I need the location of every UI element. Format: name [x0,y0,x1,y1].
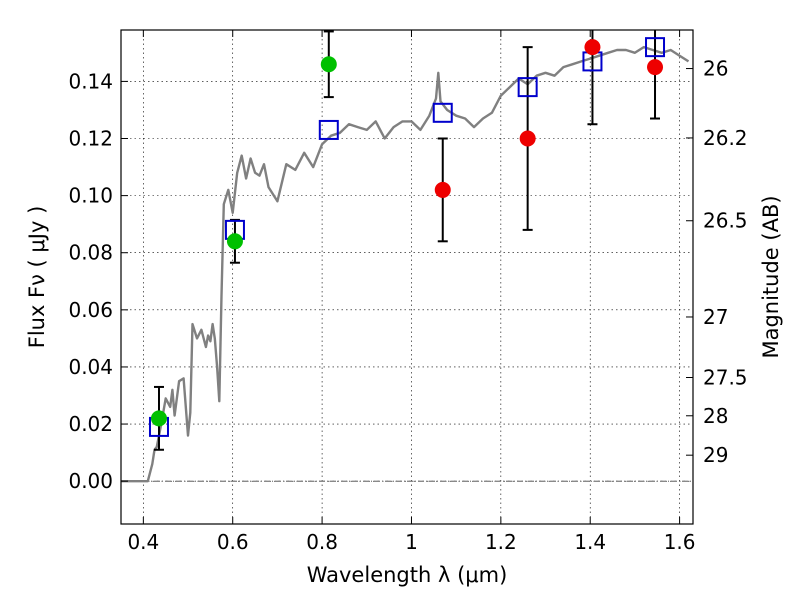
observed-point-red [519,130,536,147]
x-tick-label: 1.6 [664,530,696,554]
observed-point-red [647,59,664,76]
y2-tick-label: 27 [703,305,728,329]
model-point [645,37,666,58]
x-tick-label: 1.2 [485,530,517,554]
observed-point-green [320,56,337,73]
x-tick-label: 1.4 [574,530,606,554]
model-point [432,102,453,123]
x-tick-label: 0.8 [306,530,338,554]
model-point [318,119,339,140]
x-tick-label: 1 [405,530,418,554]
y-axis-label: Flux Fν ( μJy ) [25,206,49,349]
x-tick-label: 0.4 [127,530,159,554]
observed-point-green [150,410,167,427]
y2-axis-label: Magnitude (AB) [759,195,783,358]
y-tick-label: 0.14 [68,69,113,93]
y-tick-label: 0.02 [68,412,113,436]
x-axis-label: Wavelength λ (μm) [307,563,508,587]
y-tick-label: 0.12 [68,127,113,151]
y-tick-label: 0.08 [68,241,113,265]
y-tick-label: 0.06 [68,298,113,322]
model-point [517,77,538,98]
observed-point-green [226,233,243,250]
y2-tick-label: 28 [703,404,728,428]
y2-tick-label: 26.5 [703,209,748,233]
x-tick-label: 0.6 [217,530,249,554]
y-tick-label: 0.10 [68,184,113,208]
y2-tick-label: 27.5 [703,366,748,390]
y2-tick-label: 29 [703,443,728,467]
spectrum-line [121,45,690,483]
observed-point-red [434,181,451,198]
y-tick-label: 0.04 [68,355,113,379]
y2-tick-label: 26.2 [703,126,748,150]
y2-tick-label: 26 [703,57,728,81]
observed-point-red [584,39,601,56]
axis-ticks [121,30,693,524]
plot-frame [120,29,694,525]
y-tick-label: 0.00 [68,469,113,493]
